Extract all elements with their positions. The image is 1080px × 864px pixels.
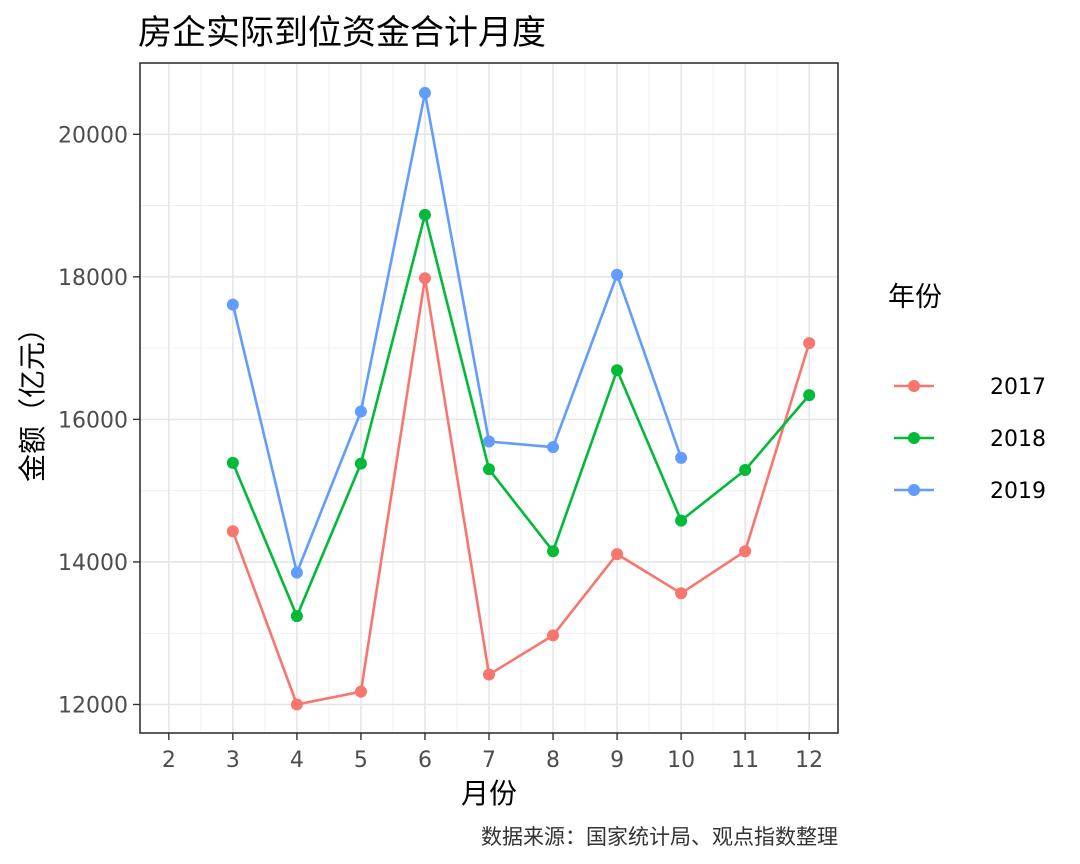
major-grid: [140, 63, 838, 733]
y-tick-label: 12000: [58, 693, 128, 718]
caption: 数据来源：国家统计局、观点指数整理: [481, 825, 838, 849]
x-tick-label: 8: [546, 748, 560, 773]
data-point-2018-3[interactable]: [226, 456, 239, 469]
data-point-2019-8[interactable]: [547, 441, 560, 454]
series-line-2018: [231, 213, 811, 618]
legend-item-2017[interactable]: 2017: [894, 375, 1046, 400]
y-axis-label: 金额（亿元）: [16, 314, 49, 482]
data-point-2019-3[interactable]: [226, 298, 239, 311]
x-tick-label: 3: [226, 748, 240, 773]
data-point-2017-3[interactable]: [226, 525, 239, 538]
legend-label: 2017: [990, 375, 1046, 400]
data-point-2017-10[interactable]: [675, 587, 688, 600]
y-tick-label: 14000: [58, 551, 128, 576]
x-tick-label: 7: [482, 748, 496, 773]
data-point-2018-11[interactable]: [739, 463, 752, 476]
x-tick-label: 9: [610, 748, 624, 773]
data-point-2018-6[interactable]: [418, 208, 431, 221]
x-tick-label: 12: [795, 748, 823, 773]
legend: 年份 2017 2018 2019: [888, 282, 1046, 504]
data-point-2017-4[interactable]: [290, 698, 303, 711]
x-tick-label: 2: [162, 748, 176, 773]
data-point-2019-7[interactable]: [483, 435, 495, 448]
legend-item-2019[interactable]: 2019: [894, 479, 1046, 504]
y-tick-label: 18000: [58, 266, 128, 291]
data-point-2019-5[interactable]: [354, 405, 367, 418]
x-tick-label: 10: [667, 748, 695, 773]
x-tick-label: 11: [731, 748, 759, 773]
data-point-2017-8[interactable]: [547, 629, 560, 642]
data-point-2017-6[interactable]: [418, 272, 431, 285]
series-2018: [226, 208, 816, 623]
data-point-2018-10[interactable]: [675, 514, 688, 527]
y-tick-label: 20000: [58, 123, 128, 148]
x-tick-label: 6: [418, 748, 432, 773]
series-line-2019: [231, 91, 683, 574]
series-2017: [226, 272, 816, 711]
legend-key-point: [908, 484, 920, 496]
series-2019: [226, 86, 688, 579]
data-point-2018-12[interactable]: [803, 389, 816, 402]
legend-label: 2019: [990, 479, 1046, 504]
data-point-2017-12[interactable]: [803, 337, 816, 350]
data-point-2017-7[interactable]: [483, 668, 495, 681]
x-tick-label: 4: [290, 748, 304, 773]
data-point-2019-10[interactable]: [675, 451, 688, 464]
legend-title: 年份: [888, 282, 942, 313]
data-point-2018-8[interactable]: [547, 545, 560, 558]
series-line-2017: [231, 276, 811, 706]
legend-item-2018[interactable]: 2018: [894, 427, 1046, 452]
data-point-2017-5[interactable]: [354, 685, 367, 698]
legend-key-point: [908, 380, 920, 392]
chart-title: 房企实际到位资金合计月度: [138, 13, 546, 53]
data-point-2017-11[interactable]: [739, 545, 752, 558]
data-point-2019-4[interactable]: [290, 566, 303, 579]
data-point-2019-6[interactable]: [418, 86, 431, 99]
data-point-2018-7[interactable]: [483, 463, 495, 476]
data-point-2017-9[interactable]: [611, 548, 624, 561]
data-point-2018-9[interactable]: [611, 364, 624, 377]
data-point-2019-9[interactable]: [611, 268, 624, 281]
y-tick-label: 16000: [58, 408, 128, 433]
data-point-2018-4[interactable]: [290, 610, 303, 623]
data-point-2018-5[interactable]: [354, 457, 367, 470]
x-tick-label: 5: [354, 748, 368, 773]
legend-key-point: [908, 432, 920, 444]
legend-label: 2018: [990, 427, 1046, 452]
x-axis-label: 月份: [461, 777, 517, 810]
